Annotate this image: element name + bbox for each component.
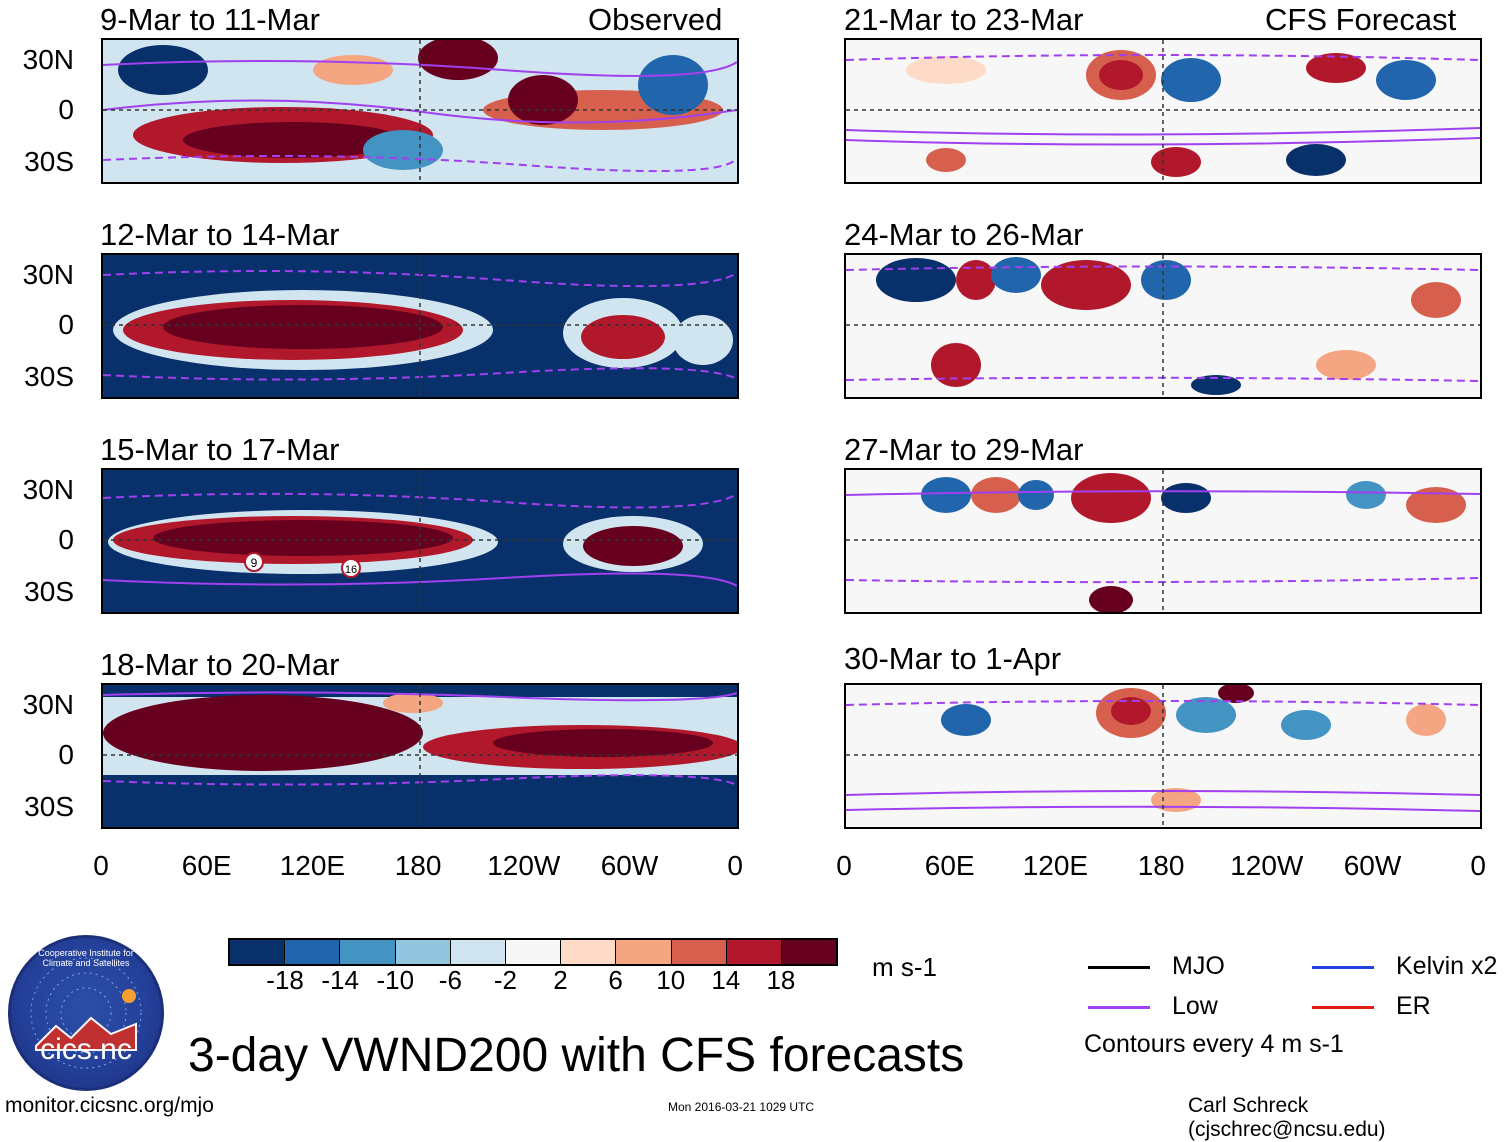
cics-logo: Cooperative Institute for Climate and Sa… [8, 935, 164, 1091]
colorbar-tick-label: 10 [656, 965, 686, 995]
lat-label: 30S [24, 576, 74, 607]
storm-marker-1-label: 9 [251, 556, 258, 570]
colorbar-tick-label: 2 [553, 965, 568, 995]
panel-title-fcst-3: 27-Mar to 29-Mar [844, 432, 1084, 467]
lat-label: 30S [24, 146, 74, 177]
colorbar-swatch [449, 940, 505, 964]
logo-text: cics.nc [40, 1033, 132, 1066]
storm-marker-2 [341, 558, 361, 578]
legend-label: Kelvin x2 [1396, 952, 1498, 980]
footer-timestamp: Mon 2016-03-21 1029 UTC [668, 1100, 815, 1114]
map-obs-3: 9 16 [103, 470, 737, 612]
lon-label: 0 [836, 850, 852, 881]
logo-ring-text: Cooperative Institute for Climate and Sa… [38, 948, 134, 968]
legend-line [1312, 966, 1374, 969]
lat-label: 30N [22, 474, 74, 505]
lon-label: 120E [279, 850, 346, 881]
legend-label: MJO [1172, 952, 1225, 980]
colorbar-swatch [230, 940, 285, 964]
lon-label: 120E [1022, 850, 1089, 881]
lon-label: 60W [1343, 850, 1402, 881]
colorbar-swatch [615, 940, 671, 964]
map-fcst-3 [846, 470, 1480, 612]
map-fcst-1 [846, 40, 1480, 182]
lat-label: 0 [58, 94, 74, 125]
lat-label: 30S [24, 361, 74, 392]
legend-line [1088, 966, 1150, 969]
colorbar-swatch [780, 940, 837, 964]
map-panel-fcst-4 [844, 683, 1482, 829]
map-panel-fcst-2 [844, 253, 1482, 399]
lat-label: 30N [22, 259, 74, 290]
lat-label: 30S [24, 791, 74, 822]
main-title: 3-day VWND200 with CFS forecasts [188, 1029, 965, 1082]
lon-label: 60E [924, 850, 975, 881]
map-panel-fcst-3 [844, 468, 1482, 614]
lon-label: 0 [727, 850, 743, 881]
storm-marker-2-label: 16 [345, 564, 357, 576]
lat-label: 0 [58, 739, 74, 770]
colorbar-tick-label: 14 [711, 965, 741, 995]
map-obs-1 [103, 40, 737, 182]
colorbar-units: m s-1 [872, 952, 937, 982]
colorbar-swatch [504, 940, 561, 964]
panel-title-obs-2: 12-Mar to 14-Mar [100, 217, 340, 252]
contour-note: Contours every 4 m s-1 [1084, 1030, 1344, 1058]
lon-label: 0 [93, 850, 109, 881]
colorbar-tick-label: -10 [376, 965, 415, 995]
map-fcst-4 [846, 685, 1480, 827]
panel-title-obs-1: 9-Mar to 11-Mar [100, 2, 320, 37]
colorbar-swatch [670, 940, 726, 964]
panel-title-fcst-4: 30-Mar to 1-Apr [844, 641, 1062, 676]
colorbar-tick-label: -18 [266, 965, 304, 995]
legend-line [1312, 1006, 1374, 1009]
footer-credit: Carl Schreck (cjschrec@ncsu.edu) [1188, 1094, 1386, 1141]
map-obs-2 [103, 255, 737, 397]
panel-title-obs-4: 18-Mar to 20-Mar [100, 647, 340, 682]
legend-label: Low [1172, 992, 1218, 1020]
lon-label: 180 [1137, 850, 1185, 881]
colorbar-tick-label: -2 [493, 965, 518, 995]
map-panel-fcst-1 [844, 38, 1482, 184]
map-panel-obs-3: 9 16 [101, 468, 739, 614]
map-panel-obs-4 [101, 683, 739, 829]
lat-label: 30N [22, 689, 74, 720]
colorbar-swatch [339, 940, 395, 964]
lon-label: 60W [600, 850, 659, 881]
map-obs-4 [103, 685, 737, 827]
colorbar-swatch [560, 940, 616, 964]
footer-url[interactable]: monitor.cicsnc.org/mjo [5, 1094, 214, 1117]
colorbar-swatch [394, 940, 450, 964]
colorbar-tick-label: -6 [438, 965, 462, 995]
colorbar-tick-label: -14 [321, 965, 359, 995]
lat-label: 0 [58, 524, 74, 555]
map-panel-obs-2 [101, 253, 739, 399]
colorbar-swatch [725, 940, 781, 964]
panel-title-fcst-2: 24-Mar to 26-Mar [844, 217, 1084, 252]
lon-label: 180 [394, 850, 442, 881]
lat-label: 0 [58, 309, 74, 340]
map-fcst-2 [846, 255, 1480, 397]
lon-label: 60E [181, 850, 232, 881]
forecast-label: CFS Forecast [1265, 2, 1457, 37]
lon-label: 0 [1470, 850, 1486, 881]
lat-label: 30N [22, 44, 74, 75]
lon-label: 120W [487, 850, 561, 881]
legend-label: ER [1396, 992, 1431, 1020]
colorbar-tick-label: 18 [766, 965, 796, 995]
panel-title-obs-3: 15-Mar to 17-Mar [100, 432, 340, 467]
map-panel-obs-1 [101, 38, 739, 184]
storm-marker-1 [244, 552, 264, 572]
panel-title-fcst-1: 21-Mar to 23-Mar [844, 2, 1084, 37]
lon-label: 120W [1230, 850, 1304, 881]
colorbar-tick-label: 6 [608, 965, 623, 995]
colorbar [228, 938, 838, 966]
legend-line [1088, 1006, 1150, 1009]
observed-label: Observed [588, 2, 723, 37]
colorbar-swatch [284, 940, 340, 964]
